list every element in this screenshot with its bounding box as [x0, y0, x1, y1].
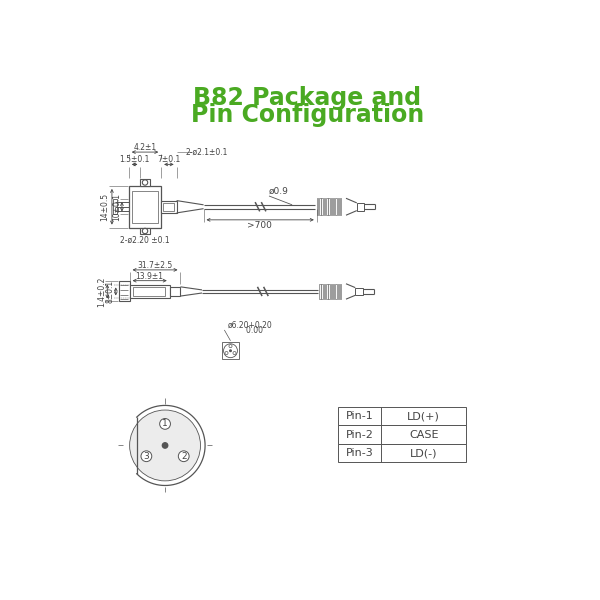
Bar: [357, 203, 364, 211]
Bar: [338, 425, 466, 444]
Bar: [129, 186, 161, 227]
Bar: [170, 287, 181, 296]
Text: 10±0.1: 10±0.1: [112, 193, 121, 221]
Bar: [323, 198, 325, 215]
Bar: [322, 198, 323, 215]
Bar: [355, 287, 363, 295]
Text: ø0.9: ø0.9: [268, 187, 288, 196]
Text: 1.4±0.2: 1.4±0.2: [97, 276, 106, 307]
Bar: [328, 284, 330, 299]
Bar: [335, 198, 337, 215]
Text: 4.2±1: 4.2±1: [133, 143, 157, 152]
Text: >700: >700: [247, 221, 272, 230]
Bar: [338, 198, 339, 215]
Circle shape: [160, 419, 170, 429]
Text: 2-ø2.1±0.1: 2-ø2.1±0.1: [186, 148, 228, 157]
Bar: [338, 444, 466, 463]
Text: CASE: CASE: [409, 430, 439, 440]
Text: 0.00: 0.00: [227, 326, 263, 335]
Circle shape: [230, 350, 231, 352]
Bar: [222, 342, 239, 359]
Bar: [319, 284, 320, 299]
Bar: [335, 284, 337, 299]
Text: ø6.20+0.20: ø6.20+0.20: [227, 321, 272, 330]
Text: Pin-1: Pin-1: [346, 411, 374, 421]
Text: B82 Package and: B82 Package and: [193, 86, 422, 110]
Circle shape: [178, 451, 189, 461]
Bar: [323, 284, 325, 299]
Bar: [319, 198, 320, 215]
Text: 31.7±2.5: 31.7±2.5: [137, 261, 173, 270]
Bar: [130, 284, 170, 298]
Bar: [119, 281, 130, 301]
Text: 2-ø2.20 ±0.1: 2-ø2.20 ±0.1: [120, 235, 170, 244]
Bar: [113, 199, 116, 214]
Text: 1.5±0.1: 1.5±0.1: [119, 155, 150, 164]
Text: Pin Configuration: Pin Configuration: [191, 103, 424, 127]
Circle shape: [130, 410, 200, 481]
Bar: [331, 284, 332, 299]
Text: 14±0.5: 14±0.5: [100, 193, 109, 221]
Circle shape: [163, 443, 168, 448]
Text: Pin-3: Pin-3: [346, 448, 374, 458]
Text: 8±0.1: 8±0.1: [106, 280, 115, 303]
Text: LD(+): LD(+): [407, 411, 440, 421]
Circle shape: [141, 451, 152, 461]
Bar: [163, 203, 173, 211]
Bar: [140, 179, 149, 186]
Text: 1: 1: [162, 419, 168, 428]
Bar: [333, 284, 334, 299]
Text: 13.9±1: 13.9±1: [136, 272, 164, 281]
Bar: [140, 227, 149, 235]
Bar: [331, 198, 332, 215]
Bar: [340, 198, 341, 215]
Bar: [132, 191, 158, 223]
Bar: [326, 198, 328, 215]
Bar: [328, 198, 330, 215]
Bar: [338, 284, 339, 299]
Bar: [326, 284, 328, 299]
Bar: [322, 284, 323, 299]
Bar: [317, 198, 318, 215]
Bar: [338, 407, 466, 425]
Text: Pin-2: Pin-2: [346, 430, 374, 440]
Text: 3: 3: [143, 452, 149, 461]
Text: LD(-): LD(-): [410, 448, 437, 458]
Text: 2: 2: [181, 452, 187, 461]
Bar: [340, 284, 341, 299]
Bar: [161, 200, 176, 213]
Bar: [133, 287, 165, 296]
Text: 7±0.1: 7±0.1: [157, 155, 181, 164]
Bar: [333, 198, 334, 215]
